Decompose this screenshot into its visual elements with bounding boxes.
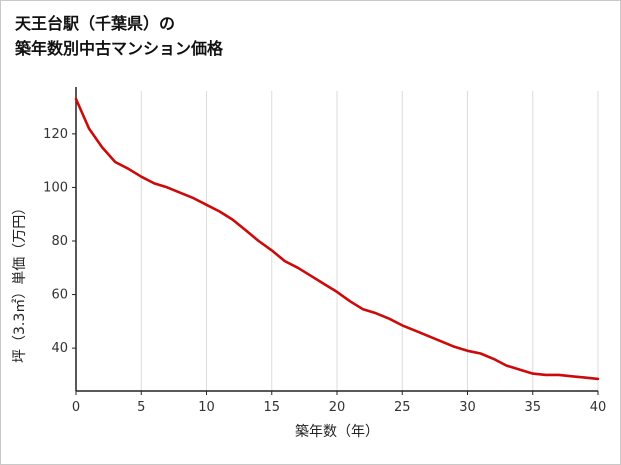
y-tick-label: 120 [43,127,68,142]
x-tick-label: 10 [198,400,215,415]
chart-title: 天王台駅（千葉県）の 築年数別中古マンション価格 [15,11,223,61]
y-tick-label: 100 [43,180,68,195]
x-tick-label: 30 [459,400,476,415]
x-tick-label: 5 [137,400,145,415]
chart-title-line2: 築年数別中古マンション価格 [15,39,224,58]
y-axis-label: 坪（3.3㎡）単価（万円） [12,200,28,363]
x-tick-label: 20 [329,400,346,415]
x-tick-label: 15 [263,400,280,415]
y-tick-label: 80 [51,234,68,249]
x-tick-label: 35 [524,400,541,415]
x-tick-label: 25 [394,400,411,415]
y-tick-label: 60 [51,288,68,303]
price-line-chart: 40 60 80 100 120 0 5 10 15 20 25 30 35 40 [43,87,607,415]
y-tick-label: 40 [51,341,68,356]
x-tick-label: 0 [72,400,80,415]
x-axis-label: 築年数（年） [295,424,379,440]
x-tick-label: 40 [590,400,607,415]
price-line-series [74,97,600,381]
chart-title-line1: 天王台駅（千葉県）の [15,14,176,33]
